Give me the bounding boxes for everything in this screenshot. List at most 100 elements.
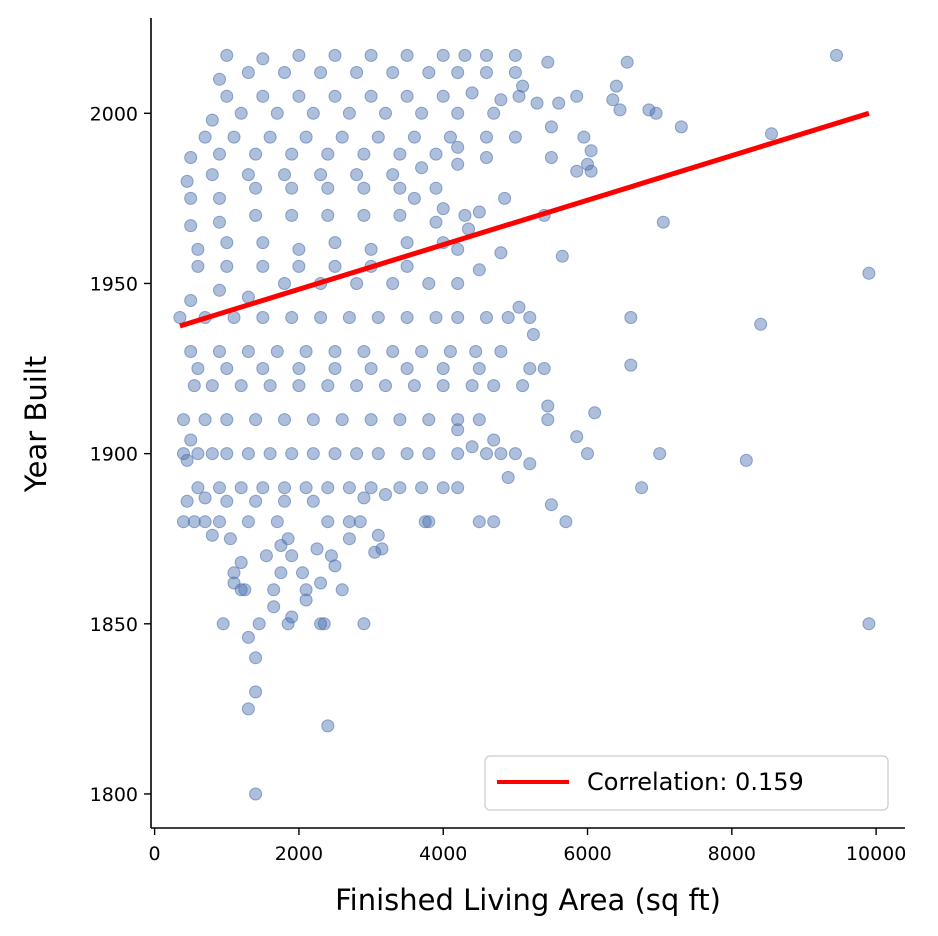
data-point (429, 147, 443, 161)
data-point (328, 345, 342, 358)
data-point (393, 181, 407, 195)
data-point (465, 379, 479, 393)
data-point (357, 617, 371, 631)
data-point (494, 246, 508, 260)
data-point (306, 413, 320, 427)
x-tick-label: 8000 (708, 843, 756, 865)
data-point (429, 311, 443, 324)
data-point (227, 130, 241, 144)
data-point (674, 120, 688, 134)
data-point (415, 345, 429, 358)
data-point (422, 515, 436, 529)
data-point (570, 164, 584, 178)
data-point (220, 259, 234, 273)
data-point (386, 345, 400, 358)
x-tick-label: 10000 (846, 843, 906, 865)
data-point (418, 515, 432, 529)
data-point (379, 379, 392, 393)
data-point (184, 151, 198, 164)
data-point (357, 147, 371, 161)
data-point (739, 453, 753, 467)
data-point (223, 532, 237, 546)
data-point (292, 379, 306, 393)
data-point (342, 481, 356, 495)
data-point (241, 515, 255, 529)
data-point (227, 566, 241, 580)
data-point (177, 413, 190, 427)
data-point (642, 103, 656, 117)
data-point (537, 362, 551, 375)
data-point (364, 89, 378, 103)
data-point (451, 66, 465, 79)
data-point (516, 379, 530, 393)
data-point (306, 447, 320, 461)
data-point (606, 93, 620, 107)
data-point (494, 345, 508, 358)
data-point (559, 515, 573, 529)
data-point (581, 447, 594, 461)
data-point (480, 66, 493, 79)
data-point (386, 66, 400, 79)
data-point (350, 447, 364, 461)
data-point (278, 494, 291, 508)
data-point (357, 491, 371, 505)
data-point (191, 481, 205, 495)
data-point (371, 447, 385, 461)
data-point (487, 106, 501, 120)
data-point (263, 447, 277, 461)
data-point (241, 345, 255, 358)
data-point (220, 494, 234, 508)
data-point (299, 593, 313, 607)
data-point (328, 259, 342, 273)
data-point (375, 542, 389, 556)
data-point (393, 413, 407, 427)
data-point (238, 583, 252, 597)
data-point (407, 130, 421, 144)
data-point (249, 181, 263, 195)
data-point (541, 399, 555, 413)
data-point (451, 242, 465, 256)
data-point (328, 89, 342, 103)
data-point (335, 130, 349, 144)
data-point (609, 79, 623, 93)
data-point (205, 447, 219, 461)
data-point (584, 144, 598, 158)
data-point (451, 140, 465, 154)
data-point (249, 494, 263, 508)
data-point (570, 430, 584, 444)
data-point (544, 498, 558, 512)
data-point (458, 208, 472, 222)
data-point (220, 362, 234, 375)
data-point (184, 219, 198, 233)
data-point (480, 151, 493, 164)
data-point (321, 515, 335, 529)
data-point (220, 447, 234, 461)
data-point (436, 89, 450, 103)
data-point (342, 515, 356, 529)
data-point (584, 164, 598, 178)
data-point (281, 532, 295, 546)
data-point (624, 358, 638, 372)
data-point (184, 433, 198, 447)
data-point (234, 481, 248, 495)
data-point (350, 66, 364, 79)
data-point (357, 345, 371, 358)
data-point (184, 294, 198, 307)
data-point (241, 447, 255, 461)
data-point (588, 406, 602, 420)
data-point (220, 413, 234, 427)
data-point (191, 447, 205, 461)
data-point (321, 208, 335, 222)
data-point (350, 168, 364, 182)
regression-line (179, 110, 870, 329)
data-point (241, 168, 255, 182)
data-point (314, 311, 328, 324)
data-point (285, 147, 299, 161)
data-point (213, 72, 226, 86)
data-point (379, 488, 392, 501)
data-point (541, 55, 555, 69)
data-point (321, 181, 335, 195)
data-point (314, 576, 328, 590)
data-point (436, 202, 450, 216)
data-point (278, 168, 291, 182)
